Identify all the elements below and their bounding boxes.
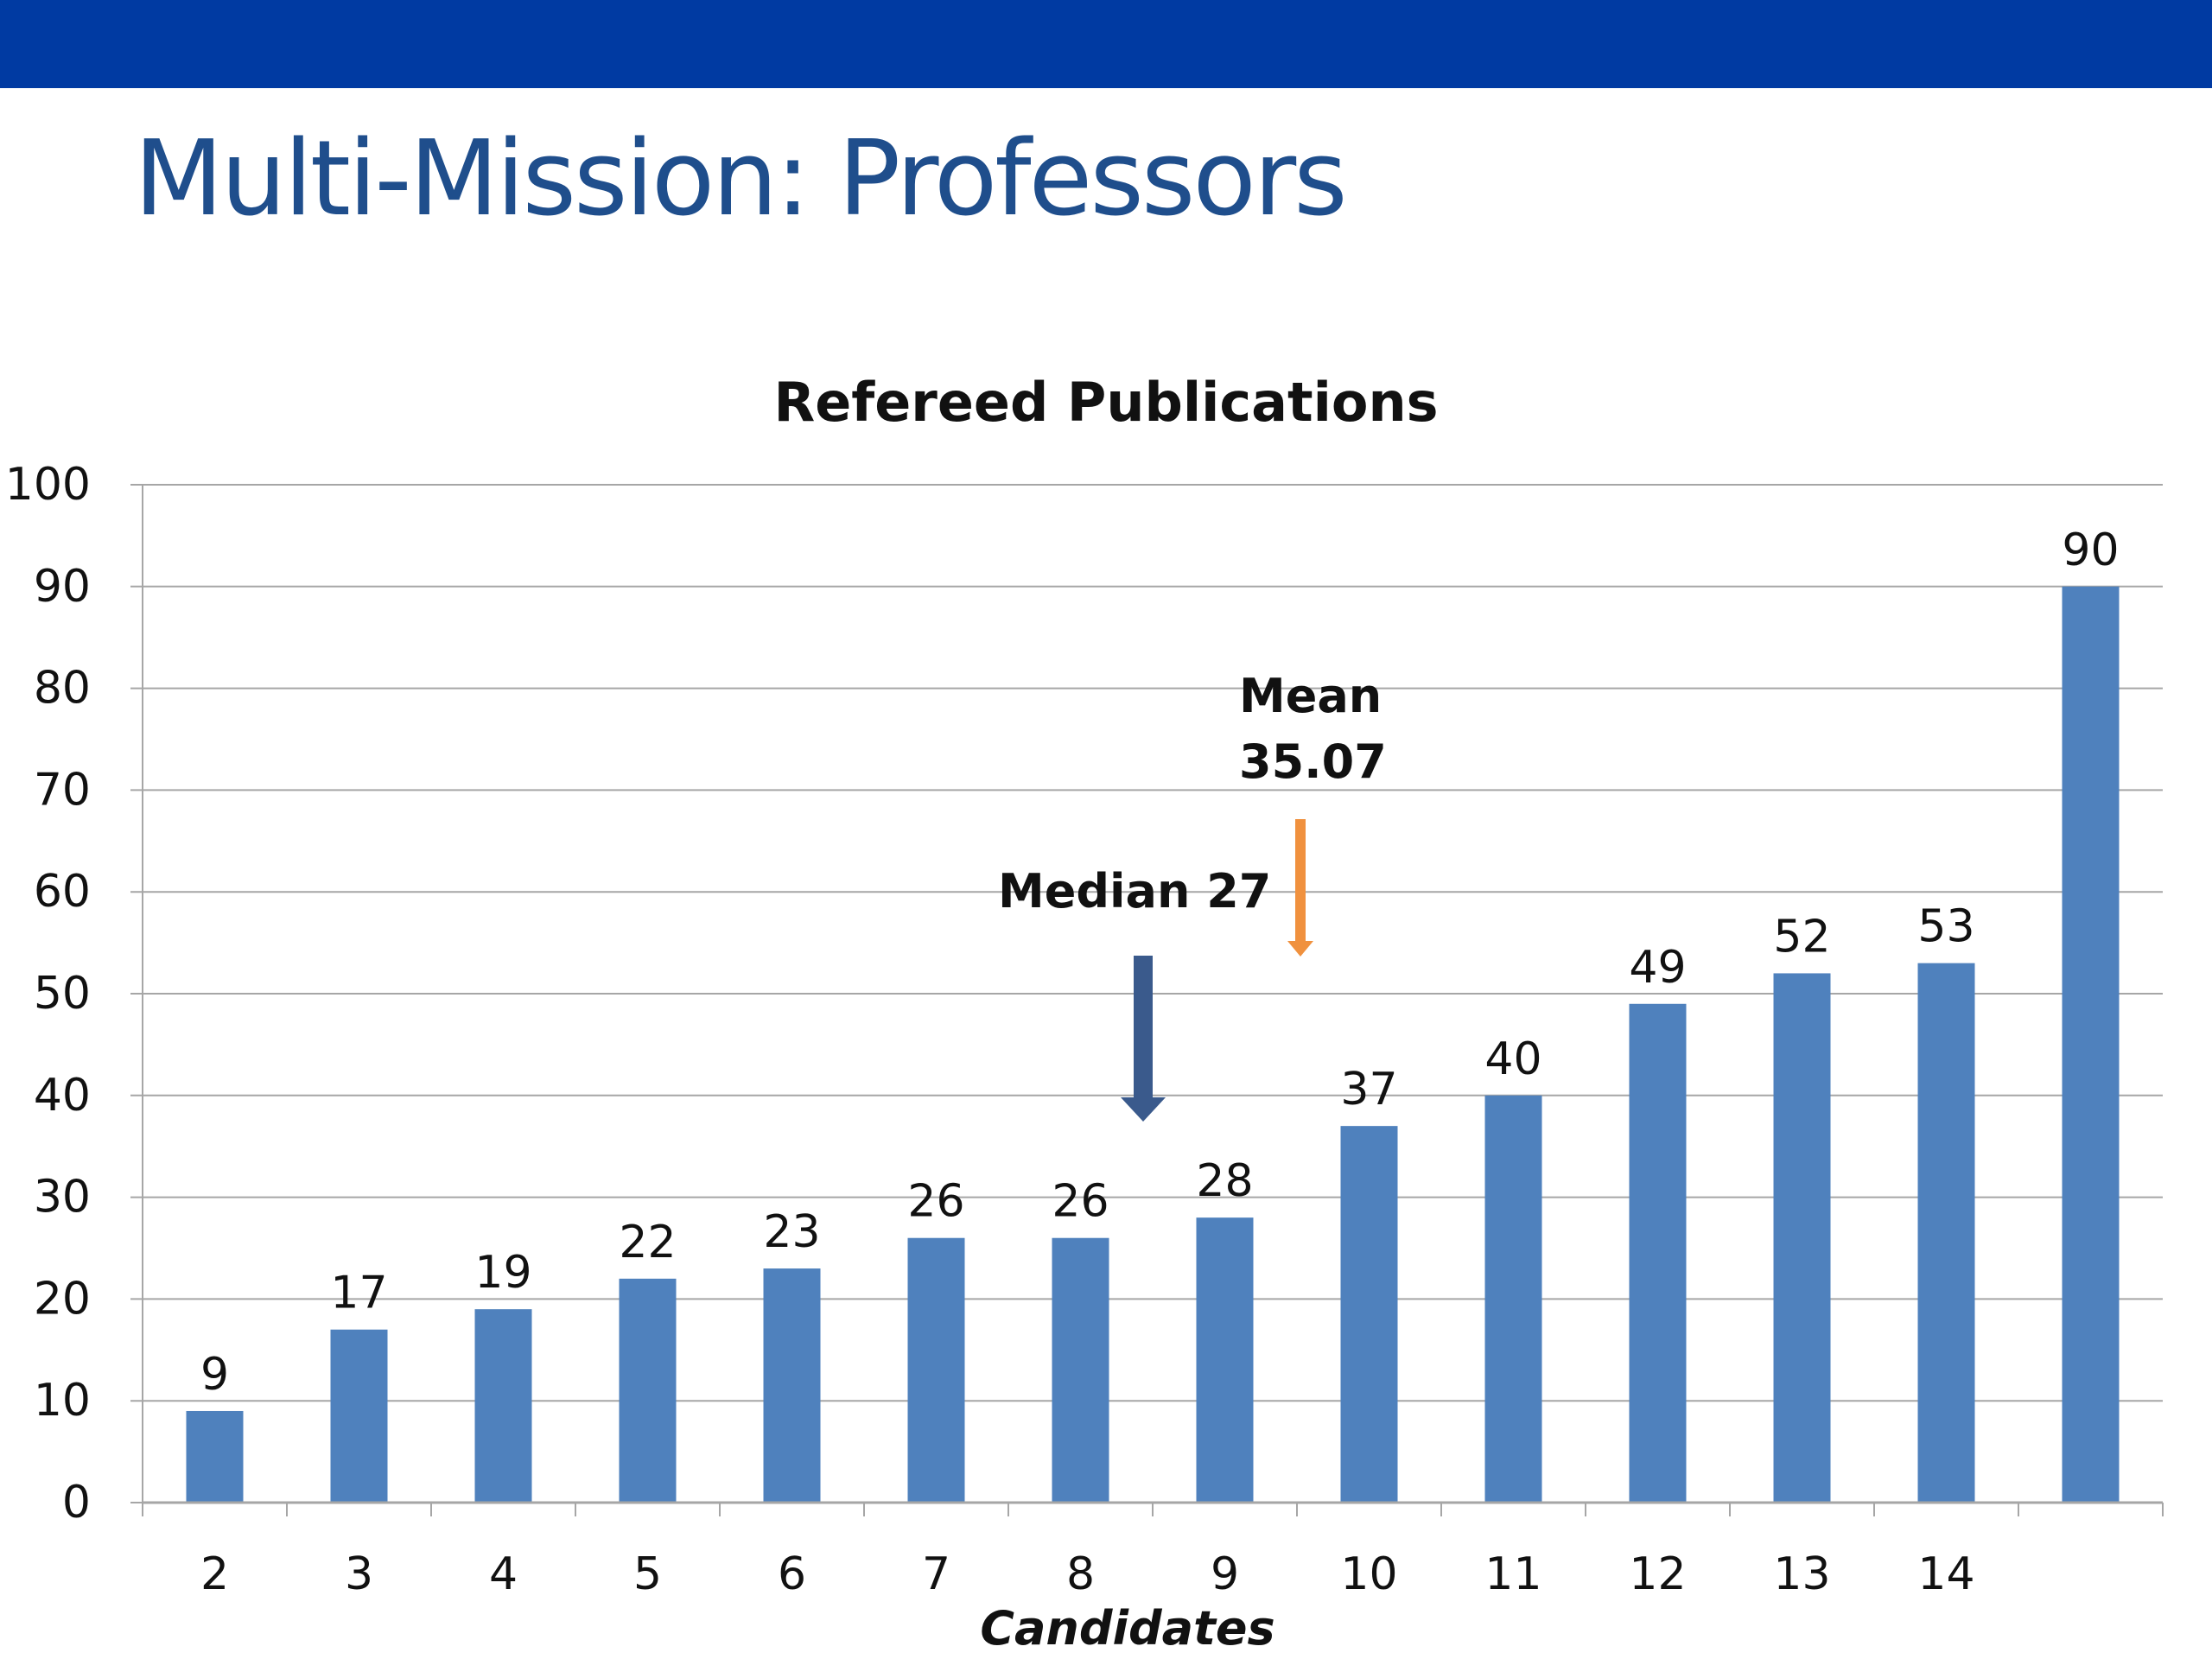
chart-title: Refereed Publications xyxy=(773,371,1438,434)
bar xyxy=(186,1410,244,1503)
x-tick-label: 9 xyxy=(1211,1548,1239,1600)
x-tick-label: 6 xyxy=(778,1548,806,1600)
median-arrow-head xyxy=(1121,1097,1166,1122)
y-tick-label: 40 xyxy=(34,1070,91,1122)
x-tick-label: 5 xyxy=(633,1548,662,1600)
y-tick-label: 90 xyxy=(34,561,91,613)
bar xyxy=(619,1278,677,1503)
data-label: 17 xyxy=(330,1268,387,1319)
y-axis: 0 10 20 30 40 50 60 70 80 90 100 xyxy=(5,459,143,1529)
y-tick-label: 70 xyxy=(34,764,91,816)
bar xyxy=(907,1237,965,1503)
y-tick-label: 100 xyxy=(5,459,91,511)
x-tick-label: 7 xyxy=(922,1548,950,1600)
bar xyxy=(1340,1126,1398,1503)
bar xyxy=(1052,1237,1109,1503)
mean-label: 35.07 xyxy=(1239,734,1387,789)
mean-label: Mean xyxy=(1239,669,1382,723)
x-tick-label: 2 xyxy=(200,1548,229,1600)
data-label: 53 xyxy=(1917,901,1974,953)
y-tick-label: 0 xyxy=(62,1477,91,1529)
median-arrow-shaft xyxy=(1134,956,1153,1097)
x-axis: 2 3 4 5 6 7 8 9 10 11 12 13 14 xyxy=(142,1501,2164,1600)
x-tick-label: 10 xyxy=(1340,1548,1397,1600)
y-tick-label: 30 xyxy=(34,1172,91,1224)
bar xyxy=(474,1309,532,1503)
bar xyxy=(1773,973,1831,1503)
y-tick-label: 20 xyxy=(34,1273,91,1325)
x-tick-label: 3 xyxy=(345,1548,373,1600)
annotations: Median 27 Mean 35.07 xyxy=(998,669,1387,1122)
bar xyxy=(1917,963,1975,1503)
y-tick-label: 60 xyxy=(34,866,91,918)
header-bar xyxy=(0,0,2212,88)
bar xyxy=(1629,1003,1687,1503)
bar xyxy=(1484,1095,1542,1503)
mean-arrow-shaft xyxy=(1295,819,1306,941)
bar xyxy=(330,1329,388,1503)
data-label: 90 xyxy=(2062,524,2119,576)
bar xyxy=(763,1268,821,1503)
data-label: 19 xyxy=(474,1247,531,1299)
x-tick-label: 11 xyxy=(1484,1548,1541,1600)
x-tick-label: 8 xyxy=(1066,1548,1095,1600)
data-label: 52 xyxy=(1773,911,1830,963)
x-axis-label: Candidates xyxy=(980,1601,1274,1656)
y-tick-label: 10 xyxy=(34,1375,91,1427)
data-label: 28 xyxy=(1196,1155,1253,1207)
data-label: 40 xyxy=(1484,1033,1541,1085)
slide-title: Multi-Mission: Professors xyxy=(134,119,1348,239)
bar xyxy=(1196,1217,1254,1503)
data-label: 49 xyxy=(1629,942,1686,994)
bar xyxy=(2062,586,2120,1503)
median-label: Median 27 xyxy=(998,864,1271,918)
mean-arrow-head xyxy=(1287,941,1313,957)
x-tick-label: 13 xyxy=(1773,1548,1830,1600)
x-tick-label: 14 xyxy=(1917,1548,1974,1600)
y-tick-label: 80 xyxy=(34,663,91,715)
data-label: 26 xyxy=(907,1176,964,1228)
x-tick-label: 4 xyxy=(489,1548,518,1600)
data-label: 23 xyxy=(763,1206,820,1258)
data-label: 26 xyxy=(1052,1176,1109,1228)
y-tick-label: 50 xyxy=(34,968,91,1020)
data-label: 22 xyxy=(619,1217,676,1268)
data-label: 37 xyxy=(1340,1064,1397,1116)
x-tick-label: 12 xyxy=(1629,1548,1686,1600)
data-label: 9 xyxy=(200,1349,229,1401)
bars: 9 17 19 22 23 26 26 28 37 40 49 52 53 90 xyxy=(186,524,2120,1503)
